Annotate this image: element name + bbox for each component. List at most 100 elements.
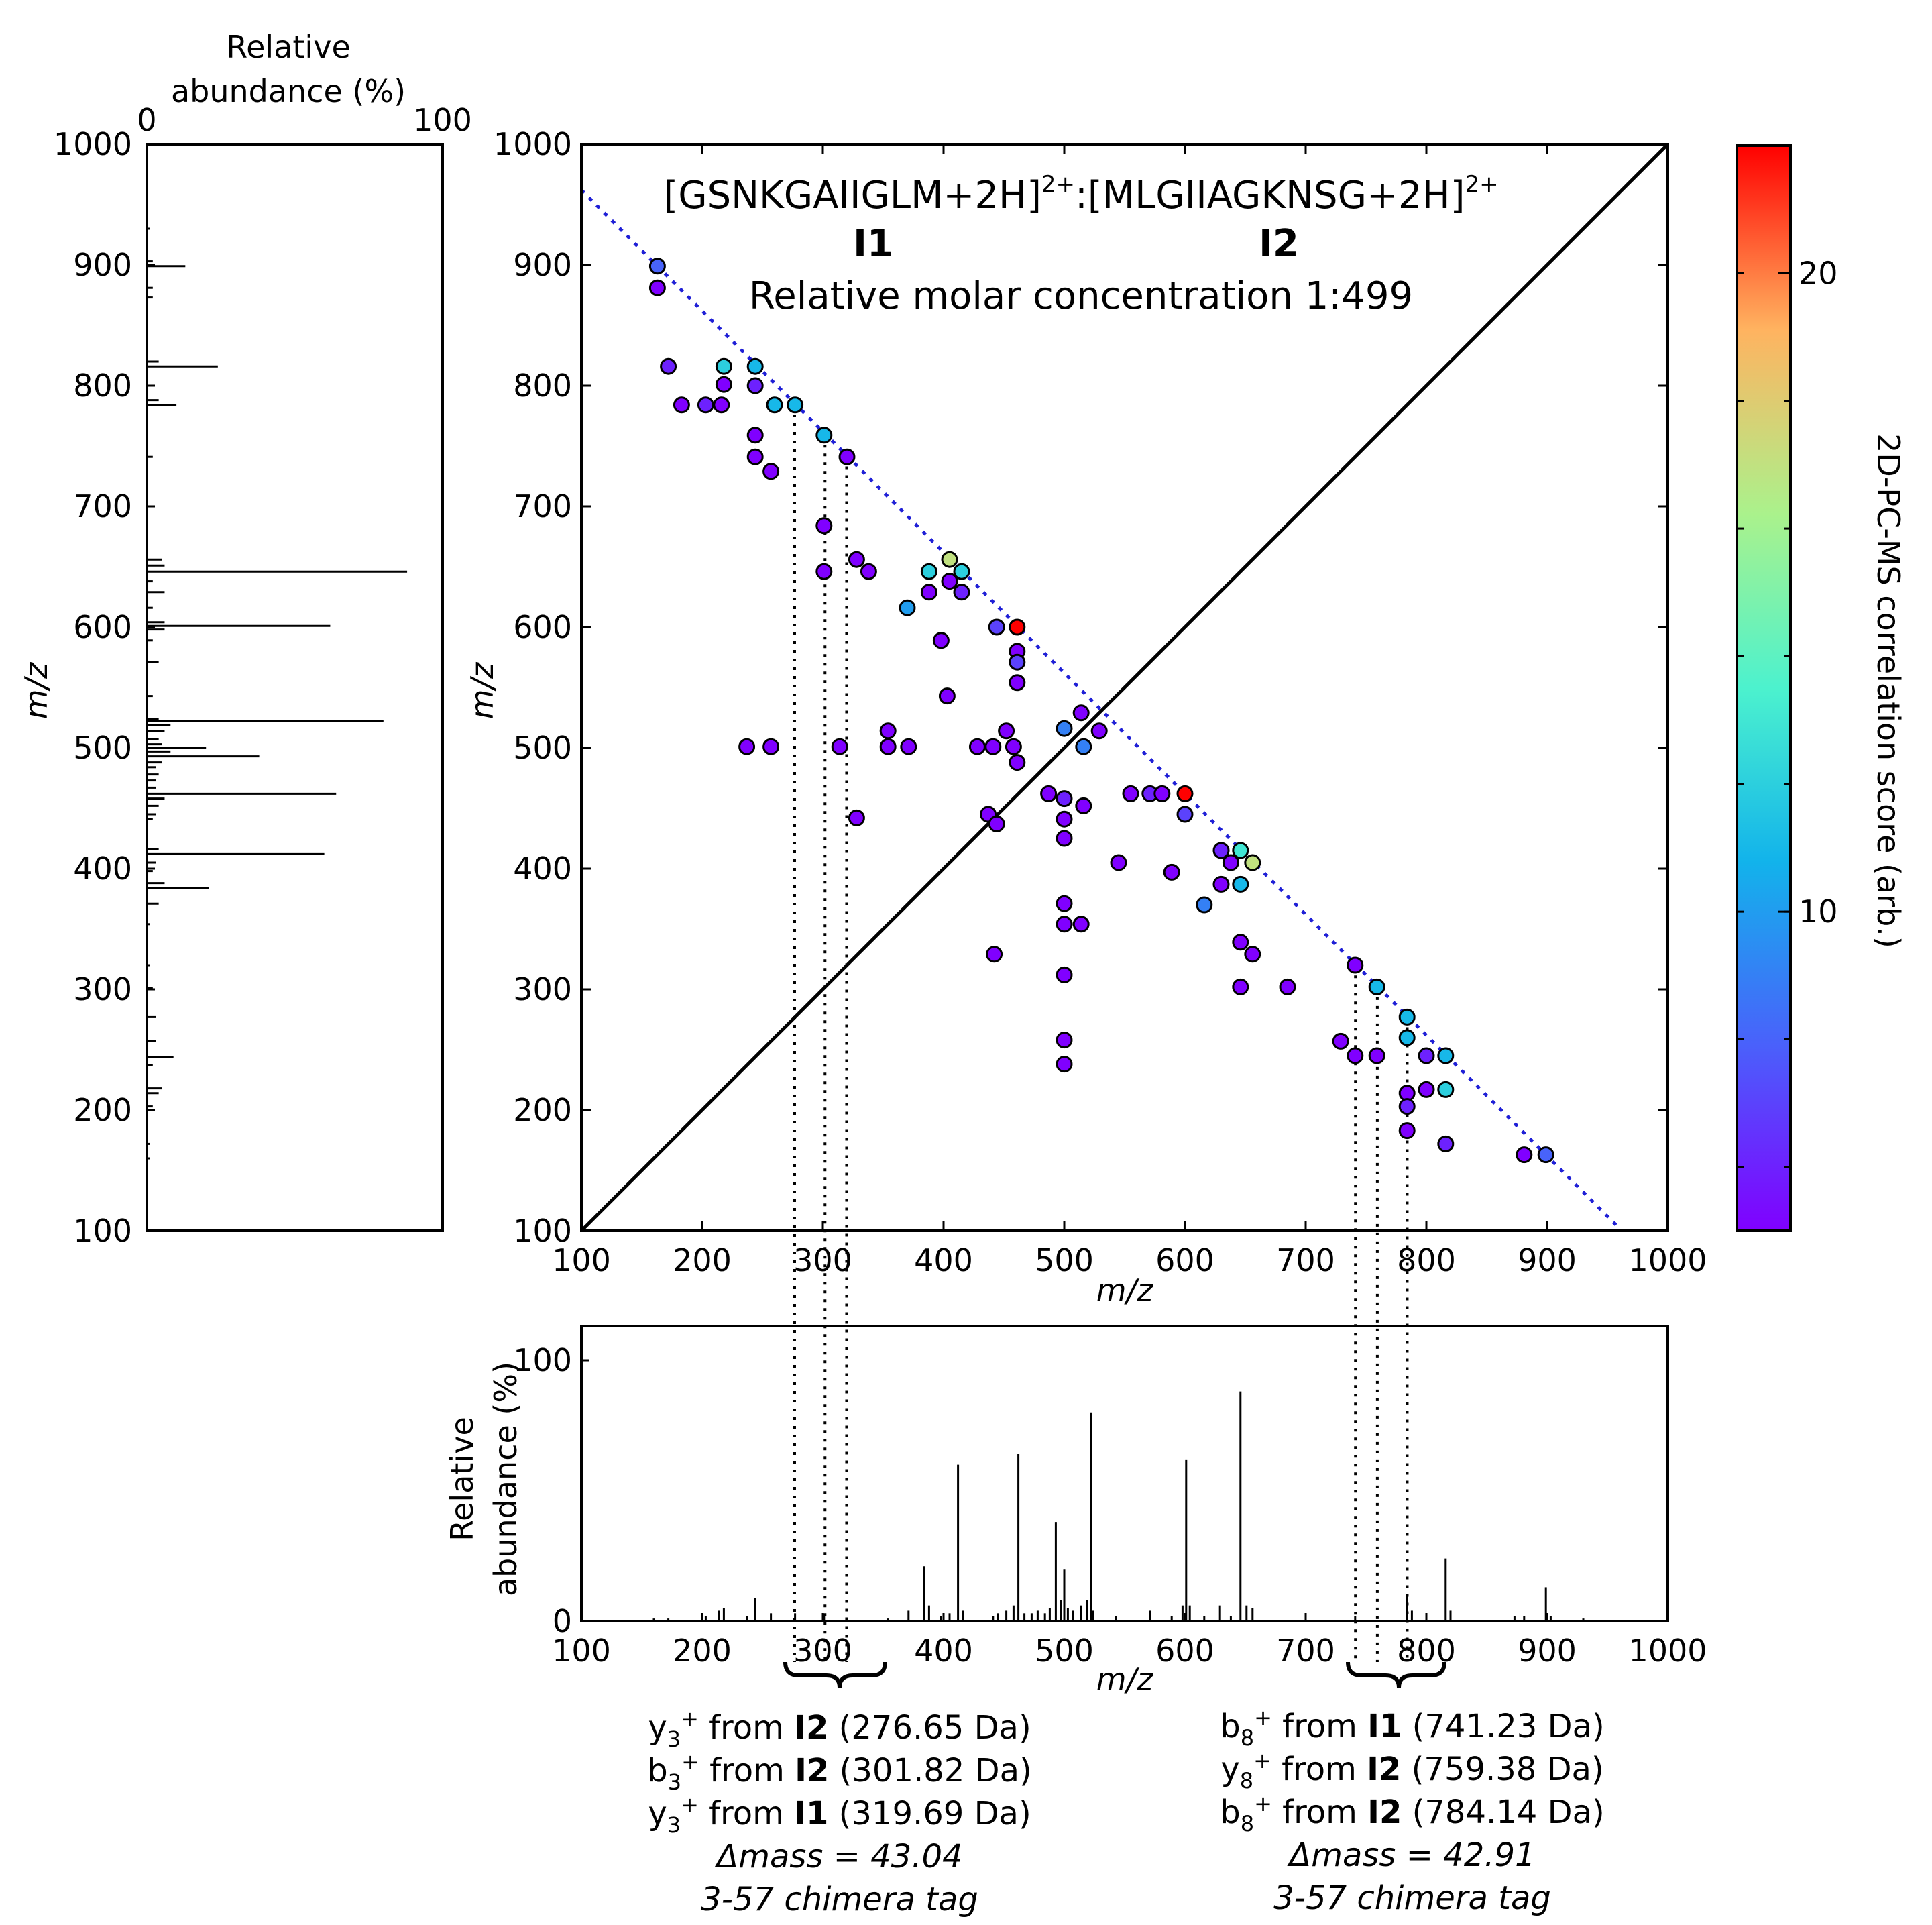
scatter-point bbox=[988, 618, 1005, 636]
scatter-point bbox=[941, 573, 958, 590]
scatter-point bbox=[1009, 653, 1026, 671]
bottom-xtick-label: 200 bbox=[673, 1633, 732, 1669]
bottom-xtick-label: 800 bbox=[1397, 1633, 1456, 1669]
scatter-point bbox=[1056, 916, 1073, 933]
scatter-point bbox=[1176, 785, 1194, 802]
scatter-point bbox=[1075, 738, 1092, 755]
main-ytick-label: 100 bbox=[513, 1213, 572, 1249]
left-annotation-delta: Δmass = 43.04 bbox=[714, 1838, 962, 1875]
left-ytick-label: 100 bbox=[73, 1213, 132, 1249]
right-annotation-line-3: b8+ from I2 (784.14 Da) bbox=[1220, 1791, 1604, 1836]
left-brace bbox=[783, 1661, 887, 1688]
main-ytick-label: 700 bbox=[513, 488, 572, 525]
left-ytick-label: 1000 bbox=[54, 126, 132, 162]
scatter-point bbox=[986, 946, 1003, 963]
main-ytick-label: 900 bbox=[513, 247, 572, 283]
colorbar-ticks: 10 20 bbox=[1778, 255, 1838, 930]
scatter-point bbox=[1332, 1032, 1349, 1050]
scatter-point bbox=[941, 551, 958, 568]
scatter-point bbox=[838, 448, 856, 465]
diagonal-line bbox=[580, 143, 1669, 1232]
scatter-point bbox=[1163, 863, 1180, 881]
left-xlabel-line2: abundance (%) bbox=[171, 73, 406, 109]
scatter-point bbox=[1244, 854, 1261, 871]
scatter-point bbox=[762, 738, 780, 755]
scatter-point bbox=[1056, 830, 1073, 847]
main-xtick-label: 1000 bbox=[1628, 1242, 1707, 1278]
scatter-point bbox=[1398, 1008, 1416, 1026]
scatter-point bbox=[1347, 956, 1364, 974]
left-ytick-label: 900 bbox=[73, 247, 132, 283]
left-ytick-label: 600 bbox=[73, 609, 132, 645]
main-ytick-label: 200 bbox=[513, 1092, 572, 1128]
scatter-point bbox=[1176, 806, 1194, 823]
left-spectrum-frame bbox=[146, 143, 444, 1232]
scatter-point bbox=[998, 722, 1015, 740]
bottom-xtick-label: 100 bbox=[552, 1633, 611, 1669]
scatter-point bbox=[1072, 916, 1090, 933]
scatter-point bbox=[1437, 1135, 1455, 1152]
bottom-ytick-label: 0 bbox=[553, 1603, 572, 1639]
scatter-point bbox=[1056, 790, 1073, 808]
scatter-point bbox=[746, 377, 764, 394]
left-spectrum-peaks bbox=[147, 227, 408, 1160]
scatter-point bbox=[938, 688, 956, 705]
scatter-point bbox=[697, 396, 714, 414]
scatter-point bbox=[1418, 1047, 1435, 1064]
left-annotation-tag: 3-57 chimera tag bbox=[701, 1881, 978, 1918]
colorbar: 10 20 2D-PC-MS correlation score (arb.) bbox=[1736, 144, 1907, 1232]
right-annotation: b8+ from I1 (741.23 Da) y8+ from I2 (759… bbox=[1220, 1705, 1604, 1917]
main-title-line1: [GSNKGAIIGLM+2H]2+:[MLGIIAGKNSG+2H]2+ bbox=[663, 171, 1498, 217]
right-annotation-tag: 3-57 chimera tag bbox=[1273, 1879, 1551, 1917]
bottom-xtick-label: 1000 bbox=[1628, 1633, 1707, 1669]
scatter-point bbox=[920, 584, 937, 601]
colorbar-label: 2D-PC-MS correlation score (arb.) bbox=[1870, 433, 1907, 948]
bottom-spectrum-peaks bbox=[652, 1391, 1585, 1621]
scatter-point bbox=[1232, 875, 1249, 893]
colorbar-gradient bbox=[1737, 146, 1791, 1231]
right-annotation-line-1: b8+ from I1 (741.23 Da) bbox=[1220, 1705, 1604, 1751]
ion1-label: I1 bbox=[853, 222, 893, 266]
main-xtick-label: 600 bbox=[1155, 1242, 1214, 1278]
left-ytick-label: 300 bbox=[73, 971, 132, 1007]
scatter-point bbox=[715, 358, 732, 375]
scatter-point bbox=[1398, 1122, 1416, 1140]
concentration-label: Relative molar concentration 1:499 bbox=[749, 274, 1413, 318]
bottom-xtick-label: 300 bbox=[793, 1633, 852, 1669]
main-xtick-label: 200 bbox=[673, 1242, 732, 1278]
scatter-point bbox=[713, 396, 730, 414]
main-plot-ticks: 100 200 300 400 500 600 700 800 900 1000 100 200 300… bbox=[494, 126, 1707, 1278]
scatter-point bbox=[984, 738, 1002, 755]
scatter-point bbox=[815, 427, 833, 444]
scatter-point bbox=[1537, 1146, 1554, 1164]
left-annotation-line-1: y3+ from I2 (276.65 Da) bbox=[648, 1706, 1031, 1752]
scatter-point bbox=[1244, 946, 1261, 963]
scatter-point bbox=[1056, 895, 1073, 912]
scatter-point bbox=[1437, 1081, 1455, 1098]
main-xtick-label: 300 bbox=[793, 1242, 852, 1278]
scatter-point bbox=[1040, 785, 1058, 802]
colorbar-frame bbox=[1736, 144, 1792, 1232]
scatter-point bbox=[1122, 785, 1139, 802]
scatter-point bbox=[1347, 1047, 1364, 1064]
scatter-point bbox=[738, 738, 756, 755]
scatter-point bbox=[1437, 1047, 1455, 1064]
main-xtick-label: 800 bbox=[1397, 1242, 1456, 1278]
scatter-point bbox=[1368, 978, 1385, 995]
main-ylabel: m/z bbox=[464, 662, 500, 719]
bottom-xtick-label: 900 bbox=[1518, 1633, 1577, 1669]
scatter-point bbox=[815, 517, 833, 535]
colorbar-tick-label: 10 bbox=[1799, 893, 1838, 930]
scatter-point bbox=[1516, 1146, 1533, 1164]
scatter-point bbox=[879, 738, 897, 755]
scatter-point bbox=[1056, 1056, 1073, 1073]
right-annotation-delta: Δmass = 42.91 bbox=[1286, 1836, 1535, 1874]
scatter-point bbox=[1232, 842, 1249, 859]
main-xtick-label: 900 bbox=[1518, 1242, 1577, 1278]
scatter-point bbox=[1153, 785, 1171, 802]
main-plot-panel: 100 200 300 400 500 600 700 800 900 1000100200300… bbox=[464, 126, 1707, 1662]
scatter-point bbox=[1110, 854, 1127, 871]
